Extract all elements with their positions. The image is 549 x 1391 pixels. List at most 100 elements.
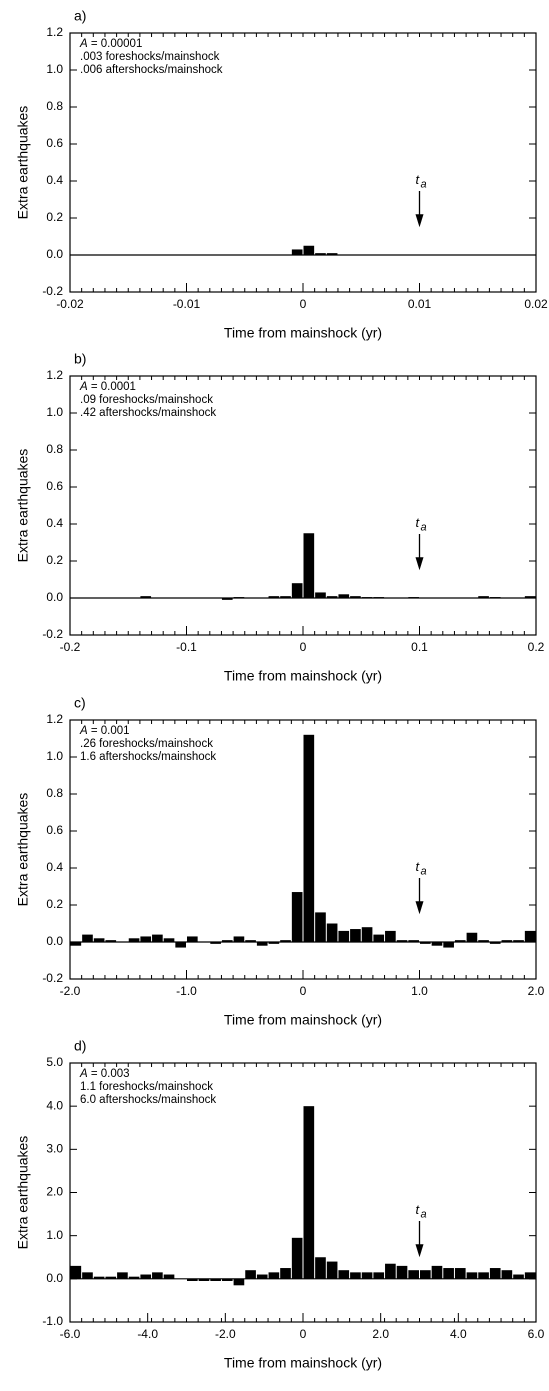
bar [268, 596, 280, 598]
arrow-label: t [416, 172, 421, 187]
panel-label: d) [74, 1038, 86, 1054]
annotation: 1.1 foreshocks/mainshock [80, 1081, 213, 1093]
x-tick-label: -6.0 [60, 1327, 81, 1341]
bar [326, 923, 338, 942]
bar [152, 934, 163, 942]
bar [478, 1272, 489, 1279]
bar [466, 932, 478, 942]
y-tick-label: 0.8 [46, 786, 63, 800]
bar [221, 1278, 233, 1281]
bar [303, 533, 315, 598]
bar [163, 1274, 175, 1279]
bar [291, 249, 303, 255]
annotation: A = 0.0001 [80, 381, 136, 393]
y-tick-label: 0.0 [46, 934, 63, 948]
bar [315, 253, 326, 255]
y-tick-label: 5.0 [46, 1055, 63, 1069]
bar [303, 1106, 315, 1279]
bar [524, 930, 536, 942]
annotation: .003 foreshocks/mainshock [80, 51, 220, 63]
bar [350, 929, 361, 942]
bar [140, 596, 152, 598]
bar [175, 942, 186, 948]
y-tick-label: 4.0 [46, 1098, 63, 1112]
y-tick-label: -1.0 [42, 1314, 63, 1328]
x-tick-label: 0.02 [524, 297, 548, 311]
x-axis-label: Time from mainshock (yr) [224, 1012, 382, 1028]
bar [280, 1268, 291, 1279]
bar [256, 942, 268, 946]
y-tick-label: -0.2 [42, 971, 63, 985]
bar [233, 1278, 245, 1286]
plot-frame [69, 719, 537, 980]
bar [420, 942, 431, 944]
bar [326, 253, 338, 255]
x-tick-label: -0.1 [176, 640, 197, 654]
arrow-label: t [416, 515, 421, 530]
y-tick-label: -0.2 [42, 627, 63, 641]
bar [268, 942, 280, 944]
y-tick-label: 0.6 [46, 823, 63, 837]
x-tick-label: 0 [300, 984, 307, 998]
bar [233, 936, 245, 942]
bar [70, 942, 82, 946]
bar [478, 596, 489, 598]
bar [210, 942, 221, 944]
x-tick-label: 0 [300, 297, 307, 311]
bar [291, 583, 303, 598]
bar [361, 927, 373, 942]
arrow-label-sub: a [421, 865, 427, 877]
y-tick-label: 1.0 [46, 405, 63, 419]
bar [117, 1272, 128, 1279]
bar [489, 942, 501, 944]
bar [350, 1272, 361, 1279]
bar [443, 1268, 454, 1279]
bar [245, 940, 256, 942]
bar [315, 1257, 326, 1279]
x-tick-label: 0.2 [528, 640, 545, 654]
x-tick-label: 0.01 [408, 297, 432, 311]
bar [315, 912, 326, 942]
bar [454, 940, 466, 942]
bar [443, 942, 454, 948]
y-tick-label: 0.2 [46, 553, 63, 567]
y-tick-label: 0.8 [46, 99, 63, 113]
annotation: .42 aftershocks/mainshock [80, 407, 217, 419]
panel-label: c) [74, 695, 86, 711]
panel-label: b) [74, 351, 86, 367]
bar [361, 1272, 373, 1279]
x-tick-label: -2.0 [60, 984, 81, 998]
x-tick-label: 6.0 [528, 1327, 545, 1341]
y-tick-label: -0.2 [42, 284, 63, 298]
bar [93, 938, 105, 942]
x-tick-label: 0 [300, 1327, 307, 1341]
x-tick-label: -0.02 [56, 297, 84, 311]
bar [396, 1265, 408, 1279]
y-tick-label: 0.4 [46, 860, 63, 874]
bar [501, 940, 513, 942]
arrow-label: t [416, 1202, 421, 1217]
y-tick-label: 1.0 [46, 1228, 63, 1242]
bar [373, 934, 385, 942]
x-tick-label: -0.01 [173, 297, 201, 311]
x-tick-label: 2.0 [372, 1327, 389, 1341]
bar [70, 1265, 82, 1279]
arrow-head [415, 557, 424, 571]
y-tick-label: 3.0 [46, 1142, 63, 1156]
bar [350, 596, 361, 598]
x-tick-label: 1.0 [411, 984, 428, 998]
bar [385, 1263, 396, 1279]
y-tick-label: 0.0 [46, 590, 63, 604]
arrow-label: t [416, 859, 421, 874]
arrow-label-sub: a [421, 521, 427, 533]
bar [140, 1274, 152, 1279]
bar [338, 930, 350, 942]
y-tick-label: 0.0 [46, 1271, 63, 1285]
annotation: 1.6 aftershocks/mainshock [80, 751, 217, 763]
annotation: .26 foreshocks/mainshock [80, 738, 213, 750]
bar [198, 1278, 210, 1281]
bar [501, 1270, 513, 1279]
bar [187, 936, 198, 942]
x-tick-label: -2.0 [215, 1327, 236, 1341]
